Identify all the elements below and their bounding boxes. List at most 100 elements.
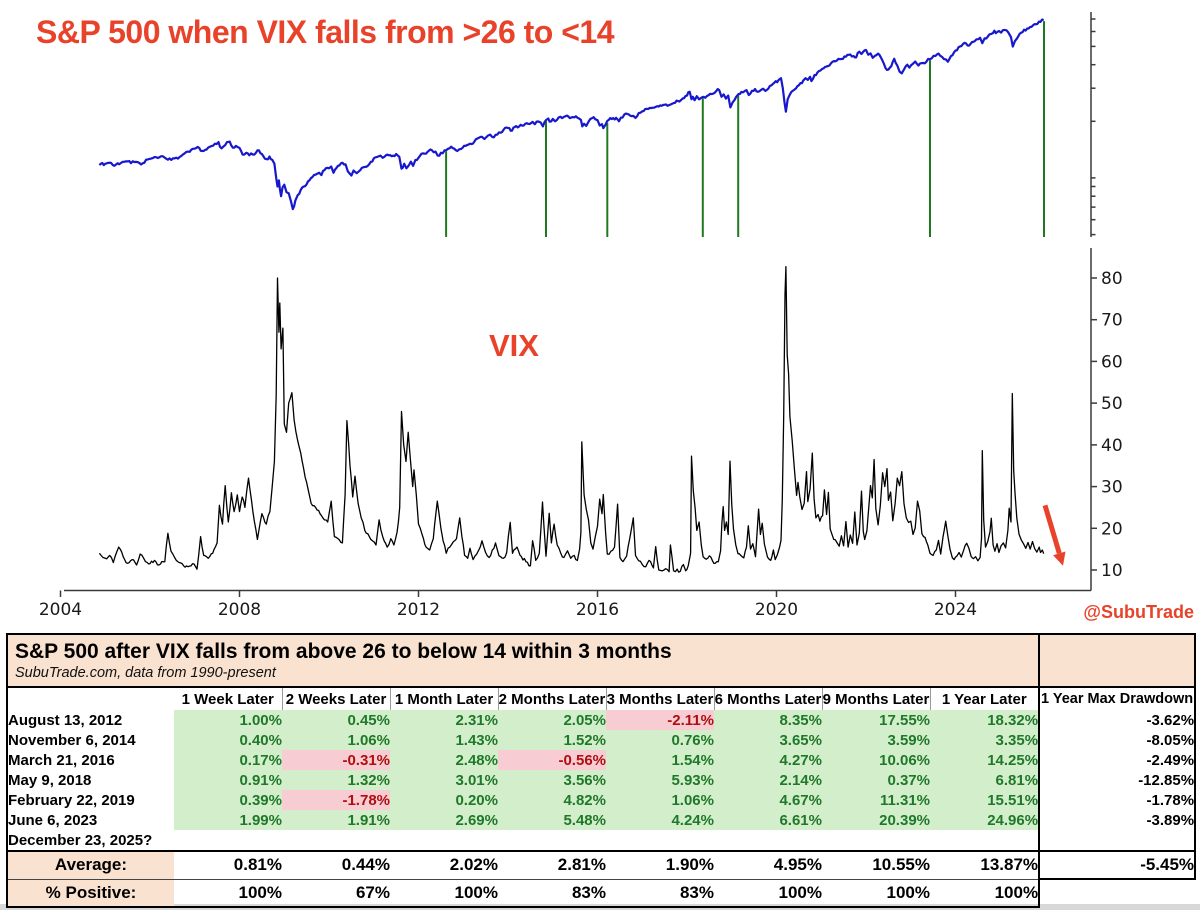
value-cell: 0.45% (282, 710, 390, 730)
value-cell: 0.91% (174, 770, 282, 790)
average-value: 1.90% (606, 850, 714, 880)
value-cell (822, 830, 930, 851)
value-cell: 1.06% (282, 730, 390, 750)
value-cell: 1.00% (174, 710, 282, 730)
percent-positive-value: 67% (282, 879, 390, 908)
drawdown-col-header: 1 Year Max Drawdown (1038, 687, 1197, 710)
value-cell: 3.35% (930, 730, 1041, 750)
x-axis-tick-label: 2020 (755, 600, 798, 620)
value-cell: 3.59% (822, 730, 930, 750)
value-cell (390, 830, 498, 851)
table-body: August 13, 2012 1.00% 0.45% 2.31% 2.05% -2.11… (6, 710, 1197, 908)
table-row: May 9, 2018 0.91% 1.32% 3.01% 3.56% 5.93% 2.14… (6, 770, 1197, 790)
vix-y-tick-label: 50 (1101, 394, 1123, 414)
value-cell: 3.01% (390, 770, 498, 790)
value-cell: 0.20% (390, 790, 498, 810)
col-header: 1 Month Later (389, 687, 498, 710)
drawdown-band-cell (1038, 633, 1197, 688)
date-cell: May 9, 2018 (6, 770, 174, 790)
value-cell: 2.05% (498, 710, 606, 730)
table-title: S&P 500 after VIX falls from above 26 to… (15, 640, 672, 663)
value-cell: 20.39% (822, 810, 930, 830)
drawdown-cell: -12.85% (1038, 770, 1197, 790)
charts-svg: 10 20 30 40 50 60 70 80 2004 2008 2012 2016 2020 2024 (39, 12, 1123, 620)
stats-table-wrap: S&P 500 after VIX falls from above 26 to… (5, 633, 1197, 908)
table-row: March 21, 2016 0.17% -0.31% 2.48% -0.56% 1.54… (6, 750, 1197, 770)
down-arrow-head (1053, 551, 1066, 566)
table-row: February 22, 2019 0.39% -1.78% 0.20% 4.82% 1.… (6, 790, 1197, 810)
value-cell: 3.65% (714, 730, 822, 750)
vix-chart-label: VIX (489, 328, 539, 363)
value-cell: 4.82% (498, 790, 606, 810)
value-cell: 6.61% (714, 810, 822, 830)
down-arrow-shaft (1042, 504, 1062, 555)
value-cell: 6.81% (930, 770, 1041, 790)
average-value: 0.81% (174, 850, 282, 880)
value-cell: 1.54% (606, 750, 714, 770)
value-cell: 5.93% (606, 770, 714, 790)
average-value: 13.87% (930, 850, 1041, 880)
value-cell: 10.06% (822, 750, 930, 770)
value-cell: 1.32% (282, 770, 390, 790)
drawdown-cell: -1.78% (1038, 790, 1197, 810)
bottom-strip (0, 904, 1200, 910)
col-header: 9 Months Later (821, 687, 930, 710)
date-cell: June 6, 2023 (6, 810, 174, 830)
value-cell: 4.67% (714, 790, 822, 810)
percent-positive-value: 100% (390, 879, 498, 908)
value-cell: 2.14% (714, 770, 822, 790)
value-cell: 4.24% (606, 810, 714, 830)
x-axis-tick-label: 2016 (576, 600, 619, 620)
col-header: 6 Months Later (713, 687, 822, 710)
value-cell: 18.32% (930, 710, 1041, 730)
stats-table: S&P 500 after VIX falls from above 26 to… (5, 633, 1197, 908)
average-value: 2.02% (390, 850, 498, 880)
date-cell: February 22, 2019 (6, 790, 174, 810)
average-value: 4.95% (714, 850, 822, 880)
value-cell: 4.27% (714, 750, 822, 770)
value-cell: 1.06% (606, 790, 714, 810)
percent-positive-value: 83% (498, 879, 606, 908)
value-cell: -0.31% (282, 750, 390, 770)
value-cell (714, 830, 822, 851)
value-cell: 0.37% (822, 770, 930, 790)
x-axis-tick-label: 2004 (39, 600, 82, 620)
value-cell (174, 830, 282, 851)
vix-y-tick-label: 60 (1101, 352, 1123, 372)
value-cell: -1.78% (282, 790, 390, 810)
col-header: 2 Months Later (497, 687, 606, 710)
percent-positive-row: % Positive: 100% 67% 100% 83% 83% 100% 100% 100% (6, 879, 1195, 908)
table-row: December 23, 2025? (6, 830, 1197, 851)
vix-y-tick-label: 20 (1101, 519, 1123, 539)
chart-title: S&P 500 when VIX falls from >26 to <14 (36, 14, 615, 50)
average-row: Average: 0.81% 0.44% 2.02% 2.81% 1.90% 4.95% 10… (6, 850, 1197, 880)
value-cell: 1.52% (498, 730, 606, 750)
drawdown-cell (1038, 830, 1197, 851)
value-cell: 2.69% (390, 810, 498, 830)
value-cell: 3.56% (498, 770, 606, 790)
table-title-row: S&P 500 after VIX falls from above 26 to… (5, 633, 1197, 688)
average-value: 10.55% (822, 850, 930, 880)
value-cell (498, 830, 606, 851)
vix-y-tick-label: 80 (1101, 269, 1123, 289)
vix-line (98, 266, 1045, 573)
col-header: 2 Weeks Later (281, 687, 390, 710)
value-cell: 2.31% (390, 710, 498, 730)
percent-positive-value: 100% (174, 879, 282, 908)
vix-y-tick-label: 10 (1101, 561, 1123, 581)
value-cell: 0.40% (174, 730, 282, 750)
value-cell: 15.51% (930, 790, 1041, 810)
col-header: 1 Week Later (181, 690, 274, 708)
value-cell: 2.48% (390, 750, 498, 770)
x-axis-tick-label: 2012 (397, 600, 440, 620)
value-cell: -2.11% (606, 710, 714, 730)
date-cell: December 23, 2025? (6, 830, 174, 851)
value-cell (606, 830, 714, 851)
table-title-cell: S&P 500 after VIX falls from above 26 to… (5, 633, 1040, 688)
sp500-line (98, 18, 1045, 211)
value-cell: 17.55% (822, 710, 930, 730)
table-header-row: 1 Week Later 2 Weeks Later 1 Month Later… (6, 687, 1197, 710)
table-row: November 6, 2014 0.40% 1.06% 1.43% 1.52% 0.76… (6, 730, 1197, 750)
vix-y-tick-label: 40 (1101, 436, 1123, 456)
